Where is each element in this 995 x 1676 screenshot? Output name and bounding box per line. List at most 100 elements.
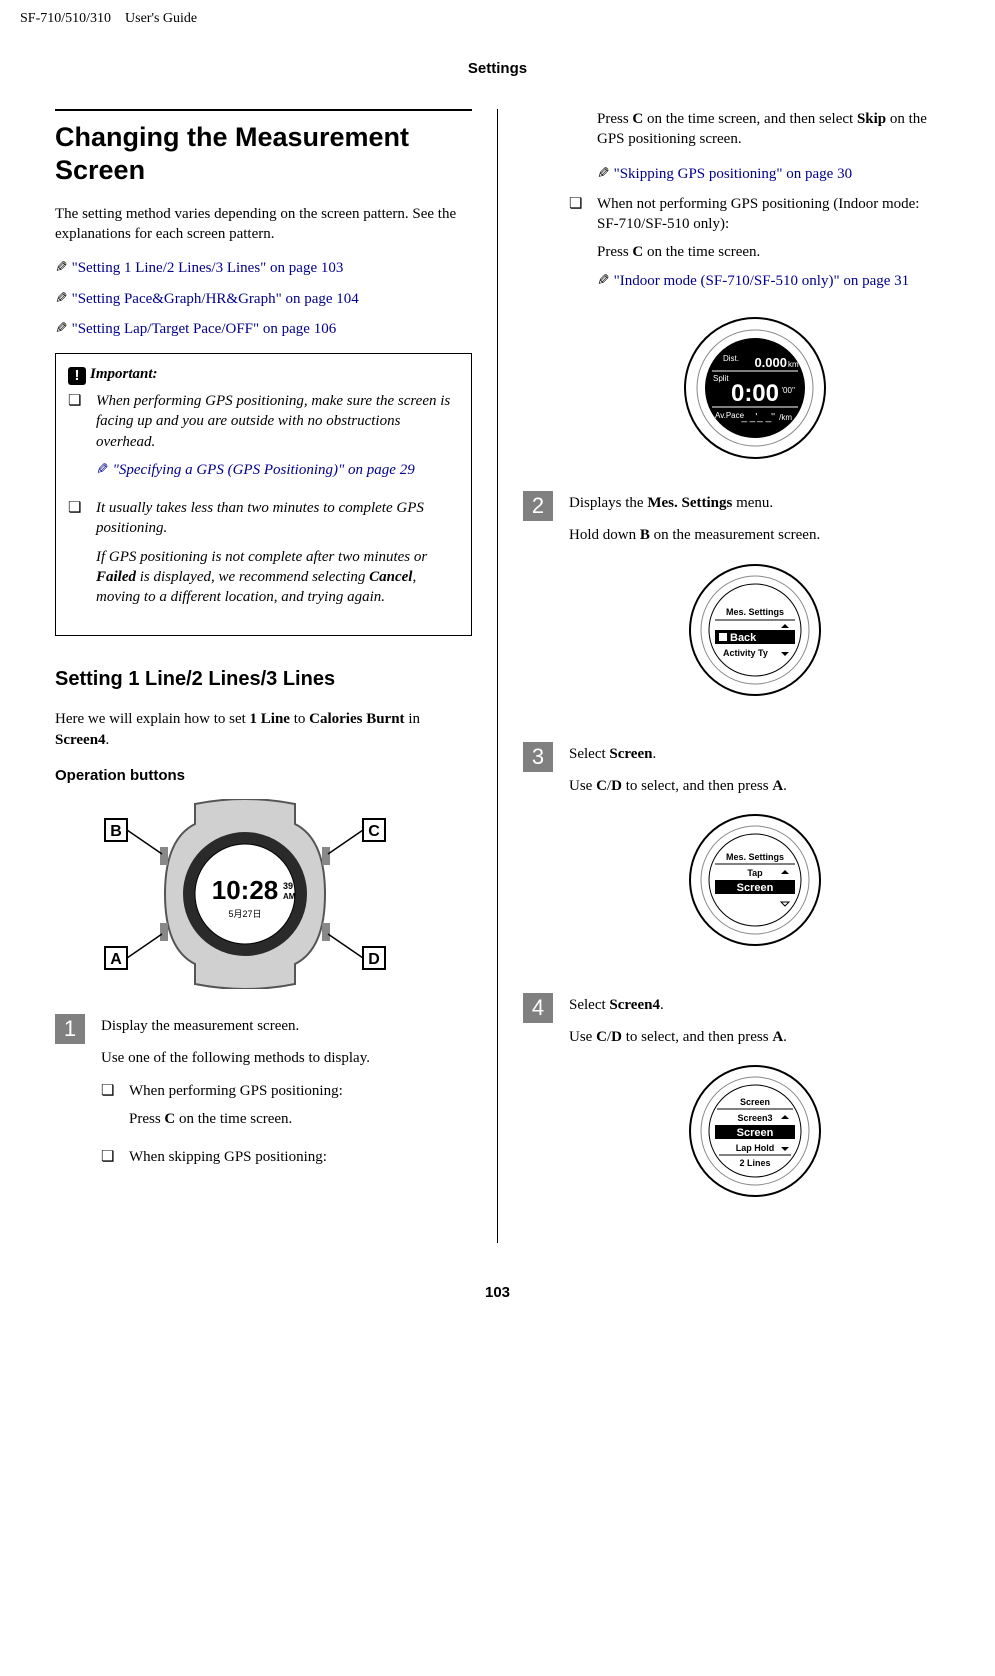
xref-skipping-gps[interactable]: "Skipping GPS positioning" on page 30 — [597, 164, 940, 184]
xref-setting-pace-graph[interactable]: "Setting Pace&Graph/HR&Graph" on page 10… — [55, 289, 472, 309]
svg-text:5月27日: 5月27日 — [228, 909, 261, 919]
watch-face-icon: Mes. Settings Back Activity Ty — [685, 560, 825, 700]
xref-indoor-mode[interactable]: "Indoor mode (SF-710/SF-510 only)" on pa… — [597, 271, 940, 291]
list-text: When not performing GPS positioning (Ind… — [597, 194, 940, 235]
svg-text:km: km — [788, 360, 799, 369]
watch-face-icon: Dist. 0.000 km Split 0:00 '00'' Av.Pace … — [680, 313, 830, 463]
svg-text:Split: Split — [713, 374, 729, 383]
svg-text:AM: AM — [283, 892, 296, 901]
heading-changing-measurement-screen: Changing the Measurement Screen — [55, 121, 472, 186]
xref-icon — [55, 260, 72, 276]
step-number: 2 — [523, 491, 553, 521]
step-sublist-cont: ❏ When not performing GPS positioning (I… — [569, 194, 940, 299]
left-column: Changing the Measurement Screen The sett… — [30, 109, 497, 1243]
svg-text:Dist.: Dist. — [723, 354, 739, 363]
step-text: Displays the Mes. Settings menu. — [569, 493, 940, 513]
list-text: Press C on the time screen. — [597, 242, 940, 262]
svg-text:Tap: Tap — [747, 868, 763, 878]
svg-text:2 Lines: 2 Lines — [739, 1158, 770, 1168]
svg-text:Mes. Settings: Mes. Settings — [725, 607, 783, 617]
important-heading: !Important: — [68, 364, 459, 385]
step-2: 2 Displays the Mes. Settings menu. Hold … — [523, 491, 940, 728]
heading-rule — [55, 109, 472, 111]
svg-text:Mes. Settings: Mes. Settings — [725, 852, 783, 862]
svg-text:/km: /km — [779, 413, 792, 422]
watch-screen-measurement: Dist. 0.000 km Split 0:00 '00'' Av.Pace … — [569, 313, 940, 469]
bullet-icon: ❏ — [68, 498, 96, 615]
bullet-icon: ❏ — [569, 194, 597, 299]
svg-text:D: D — [368, 951, 380, 968]
important-text: If GPS positioning is not complete after… — [96, 547, 459, 608]
xref-icon — [55, 291, 72, 307]
xref-setting-lap-target[interactable]: "Setting Lap/Target Pace/OFF" on page 10… — [55, 319, 472, 339]
important-box: !Important: ❏ When performing GPS positi… — [55, 353, 472, 636]
list-text: When skipping GPS positioning: — [129, 1147, 472, 1167]
bullet-icon: ❏ — [101, 1147, 129, 1175]
step-1: 1 Display the measurement screen. Use on… — [55, 1014, 472, 1185]
operation-buttons-label: Operation buttons — [55, 766, 472, 786]
watch-screen-select-screen4: Screen Screen3 Screen Lap Hold 2 Lines — [569, 1061, 940, 1207]
svg-text:0:00: 0:00 — [730, 380, 778, 407]
watch-face-icon: Mes. Settings Tap Screen — [685, 810, 825, 950]
step-sublist: ❏ When performing GPS positioning: Press… — [101, 1081, 472, 1176]
svg-text:Screen: Screen — [739, 1097, 769, 1107]
step-text: Display the measurement screen. — [101, 1016, 472, 1036]
content-columns: Changing the Measurement Screen The sett… — [0, 109, 995, 1243]
svg-text:B: B — [110, 823, 122, 840]
important-icon: ! — [68, 367, 86, 385]
xref-icon — [96, 462, 113, 478]
xref-icon — [597, 273, 614, 289]
watch-screen-mes-settings: Mes. Settings Back Activity Ty — [569, 560, 940, 706]
intro-paragraph: The setting method varies depending on t… — [55, 204, 472, 245]
svg-text:C: C — [368, 823, 380, 840]
operation-buttons-figure: 10:28 39 AM 5月27日 B A C — [55, 794, 435, 994]
svg-text:10:28: 10:28 — [212, 875, 279, 905]
section-title: Settings — [0, 59, 995, 79]
svg-text:Screen3: Screen3 — [737, 1113, 772, 1123]
bullet-icon: ❏ — [68, 391, 96, 488]
step-text: Use one of the following methods to disp… — [101, 1048, 472, 1068]
heading-setting-lines: Setting 1 Line/2 Lines/3 Lines — [55, 666, 472, 693]
watch-diagram: 10:28 39 AM 5月27日 B A C — [65, 799, 425, 989]
svg-text:Screen: Screen — [736, 1127, 773, 1139]
step-text: Select Screen. — [569, 744, 940, 764]
step-4: 4 Select Screen4. Use C/D to select, and… — [523, 993, 940, 1230]
list-text: When performing GPS positioning: — [129, 1081, 472, 1101]
step-number: 3 — [523, 742, 553, 772]
svg-text:39: 39 — [283, 881, 293, 891]
step-number: 4 — [523, 993, 553, 1023]
step-3: 3 Select Screen. Use C/D to select, and … — [523, 742, 940, 979]
svg-text:Activity Ty: Activity Ty — [723, 648, 768, 658]
step-text: Use C/D to select, and then press A. — [569, 1027, 940, 1047]
svg-text:0.000: 0.000 — [754, 355, 787, 370]
xref-icon — [597, 166, 614, 182]
cont-text: Press C on the time screen, and then sel… — [597, 109, 940, 150]
xref-gps-positioning[interactable]: "Specifying a GPS (GPS Positioning)" on … — [96, 460, 459, 480]
svg-text:Av.Pace: Av.Pace — [715, 411, 745, 420]
step-text: Select Screen4. — [569, 995, 940, 1015]
important-list: ❏ When performing GPS positioning, make … — [68, 391, 459, 615]
continuation-block: Press C on the time screen, and then sel… — [523, 109, 940, 469]
svg-text:'00'': '00'' — [781, 386, 795, 395]
xref-icon — [55, 321, 72, 337]
list-item: ❏ When not performing GPS positioning (I… — [569, 194, 940, 299]
svg-text:_ _'_ _'': _ _'_ _'' — [740, 412, 775, 423]
setting-lines-intro: Here we will explain how to set 1 Line t… — [55, 709, 472, 750]
watch-face-icon: Screen Screen3 Screen Lap Hold 2 Lines — [685, 1061, 825, 1201]
page-header: SF-710/510/310 User's Guide — [0, 0, 995, 35]
important-item: ❏ When performing GPS positioning, make … — [68, 391, 459, 488]
right-column: Press C on the time screen, and then sel… — [498, 109, 965, 1243]
step-number: 1 — [55, 1014, 85, 1044]
page-number: 103 — [0, 1283, 995, 1323]
xref-setting-lines[interactable]: "Setting 1 Line/2 Lines/3 Lines" on page… — [55, 258, 472, 278]
svg-text:Back: Back — [730, 632, 757, 644]
important-text: When performing GPS positioning, make su… — [96, 391, 459, 452]
product-model: SF-710/510/310 — [20, 11, 111, 26]
important-text: It usually takes less than two minutes t… — [96, 498, 459, 539]
important-item: ❏ It usually takes less than two minutes… — [68, 498, 459, 615]
svg-text:A: A — [110, 951, 122, 968]
list-item: ❏ When performing GPS positioning: Press… — [101, 1081, 472, 1138]
doc-type: User's Guide — [125, 11, 197, 26]
list-item: ❏ When skipping GPS positioning: — [101, 1147, 472, 1175]
svg-text:Lap Hold: Lap Hold — [735, 1143, 774, 1153]
